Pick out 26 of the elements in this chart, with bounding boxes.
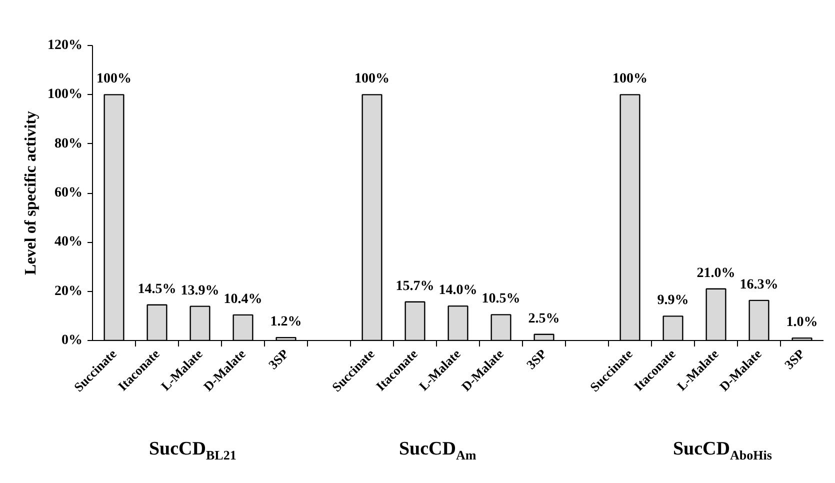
data-label: 2.5% xyxy=(528,311,560,326)
y-tick-label: 100% xyxy=(48,87,82,102)
x-tick-label: 3SP xyxy=(523,346,550,372)
x-tick-label: 3SP xyxy=(781,346,808,372)
data-label: 1.0% xyxy=(786,315,818,330)
data-label: 13.9% xyxy=(180,283,220,298)
y-tick-label: 0% xyxy=(62,333,82,348)
data-label: 14.0% xyxy=(438,283,478,298)
data-label: 10.5% xyxy=(482,292,520,307)
data-label: 14.5% xyxy=(138,282,176,297)
data-label: 15.7% xyxy=(396,278,434,294)
data-label: 100% xyxy=(96,72,132,87)
data-label: 10.4% xyxy=(224,292,262,307)
data-label: 1.2% xyxy=(270,314,302,330)
data-label: 100% xyxy=(354,72,390,87)
y-tick-label: 20% xyxy=(54,284,82,299)
data-label: 16.3% xyxy=(740,277,778,292)
y-tick-label: 80% xyxy=(54,136,82,152)
data-label: 21.0% xyxy=(696,266,736,281)
data-label: 9.9% xyxy=(657,293,689,308)
y-tick-label: 120% xyxy=(48,38,82,53)
y-axis-title: Level of specific activity xyxy=(22,111,40,275)
x-tick-label: 3SP xyxy=(265,346,292,372)
y-tick-label: 40% xyxy=(54,234,82,250)
data-label: 100% xyxy=(612,72,648,87)
y-tick-label: 60% xyxy=(54,186,82,200)
